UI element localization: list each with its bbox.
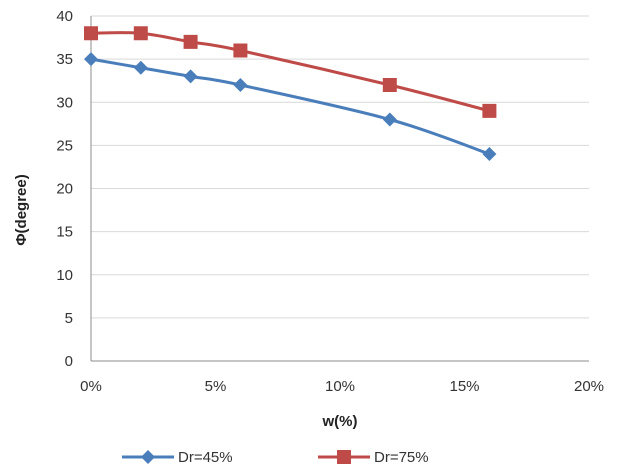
y-tick-label: 35 <box>56 51 73 68</box>
y-tick-label: 40 <box>56 8 73 25</box>
legend-item: Dr=45% <box>122 449 233 466</box>
y-tick-label: 25 <box>56 137 73 154</box>
y-tick-label: 5 <box>65 310 73 327</box>
y-axis-title: Φ(degree) <box>13 174 30 246</box>
x-tick-label: 10% <box>325 378 355 395</box>
legend-marker <box>337 450 351 464</box>
legend-item: Dr=75% <box>318 449 429 466</box>
series-layer <box>84 26 497 161</box>
series-1 <box>84 52 497 161</box>
y-tick-label: 30 <box>56 94 73 111</box>
y-tick-label: 20 <box>56 181 73 198</box>
data-point <box>382 112 397 127</box>
data-point <box>133 60 148 75</box>
x-tick-label: 20% <box>574 378 604 395</box>
x-axis-ticks: 0% 5% 10% 15% 20% <box>80 378 604 395</box>
data-point <box>183 34 198 49</box>
legend: Dr=45% Dr=75% <box>122 449 429 466</box>
x-axis-title: w(%) <box>322 413 358 430</box>
y-tick-label: 0 <box>65 353 73 370</box>
y-tick-label: 10 <box>56 267 73 284</box>
legend-label: Dr=45% <box>178 449 233 466</box>
series-line <box>90 31 490 113</box>
data-point <box>233 43 248 58</box>
series-line <box>90 57 490 156</box>
y-axis-ticks: 0 5 10 15 20 25 30 35 40 <box>56 8 73 370</box>
data-point <box>233 78 248 92</box>
y-tick-label: 15 <box>56 224 73 241</box>
data-point <box>84 26 98 41</box>
data-point <box>183 69 198 84</box>
gridlines <box>91 15 589 319</box>
legend-marker <box>141 450 155 464</box>
legend-label: Dr=75% <box>374 449 429 466</box>
data-point <box>482 103 497 118</box>
x-tick-label: 15% <box>449 378 479 395</box>
series-2 <box>84 26 497 118</box>
x-tick-label: 5% <box>205 378 227 395</box>
data-point <box>84 52 98 67</box>
data-point <box>133 26 148 41</box>
data-point <box>382 78 397 92</box>
x-tick-label: 0% <box>80 378 102 395</box>
data-point <box>482 147 497 161</box>
